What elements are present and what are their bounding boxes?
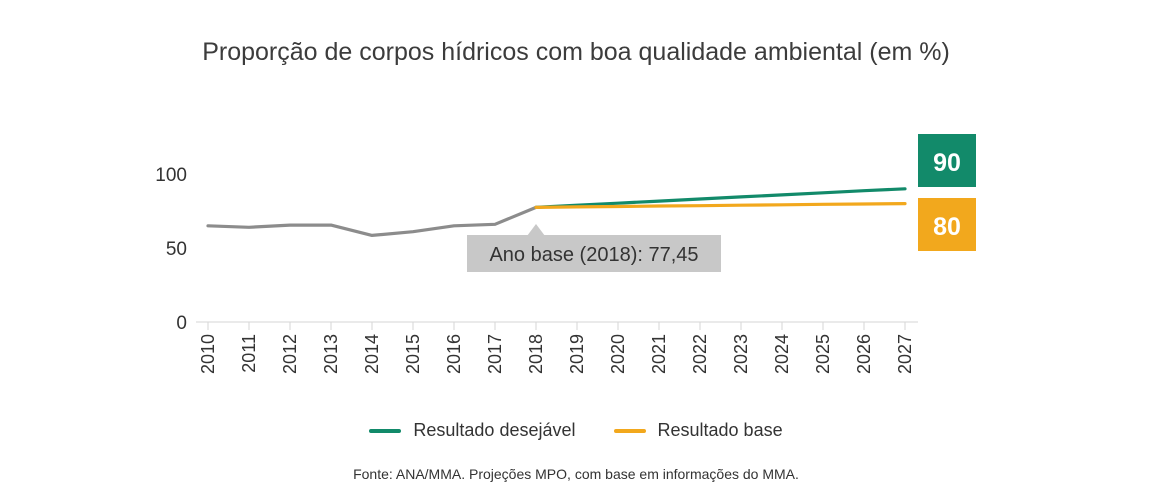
callout-pointer bbox=[527, 224, 545, 236]
x-tick-label-2: 2012 bbox=[280, 334, 300, 374]
x-tick-label-15: 2025 bbox=[813, 334, 833, 374]
series-line-desejavel bbox=[534, 187, 907, 209]
line-chart: 0 50 100 2010 2011 2012 2013 2014 2015 2016 2017 20… bbox=[155, 134, 976, 374]
x-tick-label-17: 2027 bbox=[895, 334, 915, 374]
legend-item-desejavel: Resultado desejável bbox=[369, 420, 576, 441]
legend-item-base: Resultado base bbox=[613, 420, 783, 441]
x-tick-label-13: 2023 bbox=[731, 334, 751, 374]
y-tick-label-0: 0 bbox=[176, 313, 187, 334]
legend-label-base: Resultado base bbox=[657, 420, 783, 440]
x-tick-label-0: 2010 bbox=[198, 334, 218, 374]
callout-label: Ano base (2018): 77,45 bbox=[489, 244, 698, 266]
legend: Resultado desejável Resultado base bbox=[0, 420, 1152, 441]
series-line-historico bbox=[206, 205, 538, 237]
x-tick-label-11: 2021 bbox=[649, 334, 669, 374]
chart-title: Proporção de corpos hídricos com boa qua… bbox=[202, 38, 950, 66]
x-tick-label-8: 2018 bbox=[526, 334, 546, 374]
x-tick-label-1: 2011 bbox=[239, 334, 259, 373]
end-badge-desejavel bbox=[918, 134, 976, 187]
legend-swatch-desejavel bbox=[369, 428, 402, 433]
x-tick-label-10: 2020 bbox=[608, 334, 628, 374]
x-tick-label-7: 2017 bbox=[485, 334, 505, 374]
x-tick-label-6: 2016 bbox=[444, 334, 464, 374]
y-tick-label-1: 50 bbox=[166, 239, 187, 260]
callout-box bbox=[467, 235, 721, 272]
x-tick-label-4: 2014 bbox=[362, 334, 382, 374]
series-line-base bbox=[534, 202, 907, 209]
end-label-desejavel: 90 bbox=[933, 149, 961, 177]
x-tick-label-16: 2026 bbox=[854, 334, 874, 374]
x-tick-label-5: 2015 bbox=[403, 334, 423, 374]
x-tick-label-14: 2024 bbox=[772, 334, 792, 374]
x-tick-label-12: 2022 bbox=[690, 334, 710, 374]
y-tick-label-2: 100 bbox=[155, 165, 187, 186]
end-badge-base bbox=[918, 198, 976, 251]
source-note: Fonte: ANA/MMA. Projeções MPO, com base … bbox=[353, 466, 799, 482]
x-tick-label-9: 2019 bbox=[567, 334, 587, 374]
end-label-base: 80 bbox=[933, 213, 961, 241]
legend-swatch-base bbox=[613, 428, 646, 433]
x-tick-label-3: 2013 bbox=[321, 334, 341, 374]
legend-label-desejavel: Resultado desejável bbox=[413, 420, 576, 440]
